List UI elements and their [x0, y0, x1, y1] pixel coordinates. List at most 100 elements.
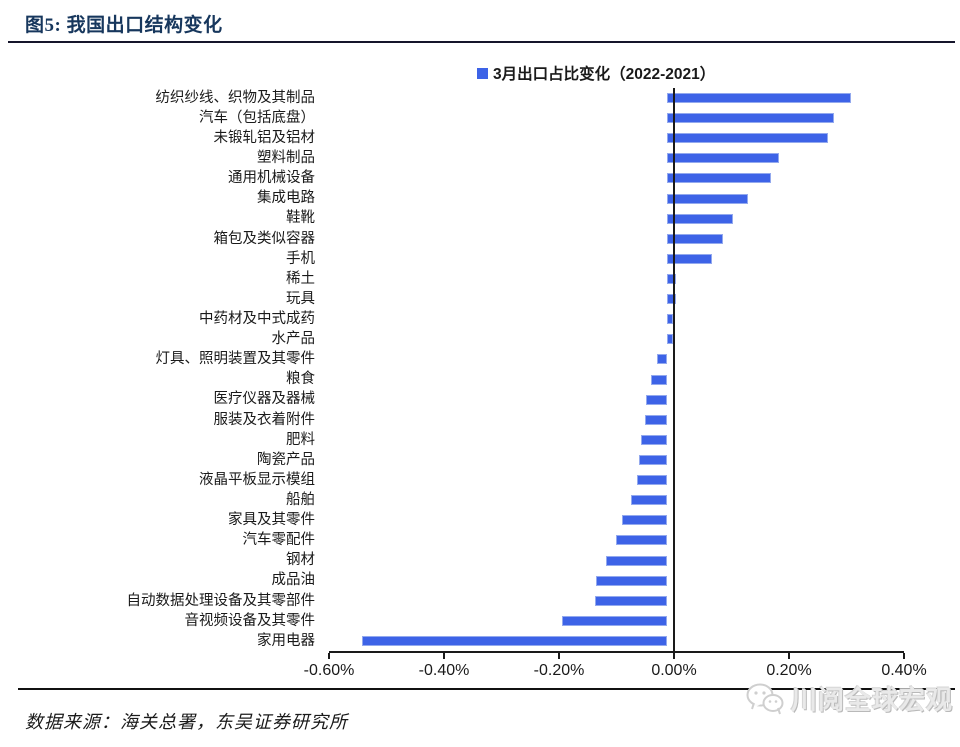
x-tick-label: 0.00%	[651, 662, 697, 679]
bar	[667, 133, 828, 144]
category-label: 船舶	[286, 491, 315, 508]
category-label: 手机	[286, 250, 315, 267]
bar	[637, 475, 667, 486]
category-label: 汽车（包括底盘）	[199, 109, 315, 126]
bar-track	[322, 329, 897, 349]
bar	[667, 274, 676, 285]
bar	[667, 334, 673, 345]
bar	[667, 173, 771, 184]
chart-row: 塑料制品	[12, 148, 904, 168]
bar-track	[322, 229, 897, 249]
bar-track	[322, 571, 897, 591]
category-label: 自动数据处理设备及其零部件	[126, 592, 316, 609]
category-label: 鞋靴	[286, 210, 315, 227]
bar-track	[322, 490, 897, 510]
title-divider	[8, 41, 955, 43]
data-source-note: 数据来源：海关总署，东吴证券研究所	[25, 712, 348, 732]
footer-divider	[18, 688, 955, 690]
category-label: 中药材及中式成药	[199, 311, 315, 327]
bar-track	[322, 410, 897, 430]
bar-track	[322, 269, 897, 289]
x-axis-tick	[673, 653, 675, 659]
bar-track	[322, 168, 897, 188]
category-label: 医疗仪器及器械	[213, 391, 316, 408]
category-label: 汽车零配件	[242, 532, 316, 549]
bar-track	[322, 309, 897, 329]
x-axis-tick	[328, 653, 330, 659]
chart-row: 船舶	[12, 490, 904, 510]
bar-track	[322, 591, 897, 611]
chart-row: 自动数据处理设备及其零部件	[12, 591, 904, 611]
chart-row: 水产品	[12, 329, 904, 349]
chart-row: 集成电路	[12, 189, 904, 209]
chart-row: 医疗仪器及器械	[12, 390, 904, 410]
zero-axis-line	[673, 88, 675, 651]
chart-row: 玩具	[12, 289, 904, 309]
bar-track	[322, 510, 897, 530]
bar	[644, 414, 667, 425]
category-label: 家用电器	[257, 632, 315, 649]
bar-track	[322, 631, 897, 651]
bar-track	[322, 370, 897, 390]
chart-row: 鞋靴	[12, 209, 904, 229]
bar	[646, 394, 667, 405]
watermark-text: 川阅全球宏观	[791, 685, 954, 715]
category-label: 液晶平板显示模组	[199, 471, 315, 488]
chart-row: 液晶平板显示模组	[12, 470, 904, 490]
bar	[606, 555, 667, 566]
chart-row: 家具及其零件	[12, 510, 904, 530]
bar-track	[322, 430, 897, 450]
bar	[616, 535, 667, 546]
category-label: 集成电路	[257, 190, 315, 207]
bar-track	[322, 450, 897, 470]
category-label: 稀土	[286, 270, 315, 287]
bar-track	[322, 390, 897, 410]
bar	[595, 595, 667, 606]
bar-track	[322, 470, 897, 490]
bar	[641, 434, 667, 445]
bar	[667, 213, 734, 224]
category-label: 水产品	[271, 331, 316, 348]
x-tick-label: -0.20%	[533, 662, 585, 679]
category-label: 粮食	[286, 371, 315, 388]
bar	[667, 93, 851, 104]
bar-track	[322, 249, 897, 269]
chart-legend: 3月出口占比变化（2022-2021）	[477, 62, 715, 84]
bar	[667, 113, 834, 124]
bar-track	[322, 148, 897, 168]
bar	[667, 153, 780, 164]
chart-row: 未锻轧铝及铝材	[12, 128, 904, 148]
x-axis-tick	[443, 653, 445, 659]
chart-row: 纺织纱线、织物及其制品	[12, 88, 904, 108]
x-axis-tick	[903, 653, 905, 659]
bar	[630, 495, 667, 506]
category-label: 纺织纱线、织物及其制品	[155, 89, 316, 106]
chart-row: 汽车（包括底盘）	[12, 108, 904, 128]
x-axis: -0.60% -0.40% -0.20% 0.00% 0.20% 0.40%	[304, 651, 927, 681]
legend-label: 3月出口占比变化（2022-2021）	[493, 66, 716, 83]
x-tick-label: 0.20%	[766, 662, 812, 679]
category-label: 钢材	[286, 552, 315, 569]
wechat-icon	[746, 683, 784, 714]
x-axis-tick	[558, 653, 560, 659]
chart-row: 陶瓷产品	[12, 450, 904, 470]
bar	[621, 515, 667, 526]
bar-track	[322, 108, 897, 128]
bar-track	[322, 128, 897, 148]
figure-title: 图5: 我国出口结构变化	[25, 15, 223, 36]
category-label: 玩具	[286, 290, 315, 307]
chart-row: 音视频设备及其零件	[12, 611, 904, 631]
chart-row: 钢材	[12, 551, 904, 571]
category-label: 陶瓷产品	[257, 451, 315, 468]
chart-rows: 纺织纱线、织物及其制品 汽车（包括底盘） 未锻轧铝及铝材 塑料制品 通用机械设备 集成电路…	[12, 88, 904, 651]
bar	[657, 354, 667, 365]
bar	[667, 193, 748, 204]
bar	[667, 253, 713, 264]
chart-row: 肥料	[12, 430, 904, 450]
category-label: 未锻轧铝及铝材	[213, 130, 316, 147]
category-label: 塑料制品	[257, 150, 315, 167]
category-label: 箱包及类似容器	[213, 230, 316, 247]
bar	[667, 233, 723, 244]
bar-track	[322, 349, 897, 369]
